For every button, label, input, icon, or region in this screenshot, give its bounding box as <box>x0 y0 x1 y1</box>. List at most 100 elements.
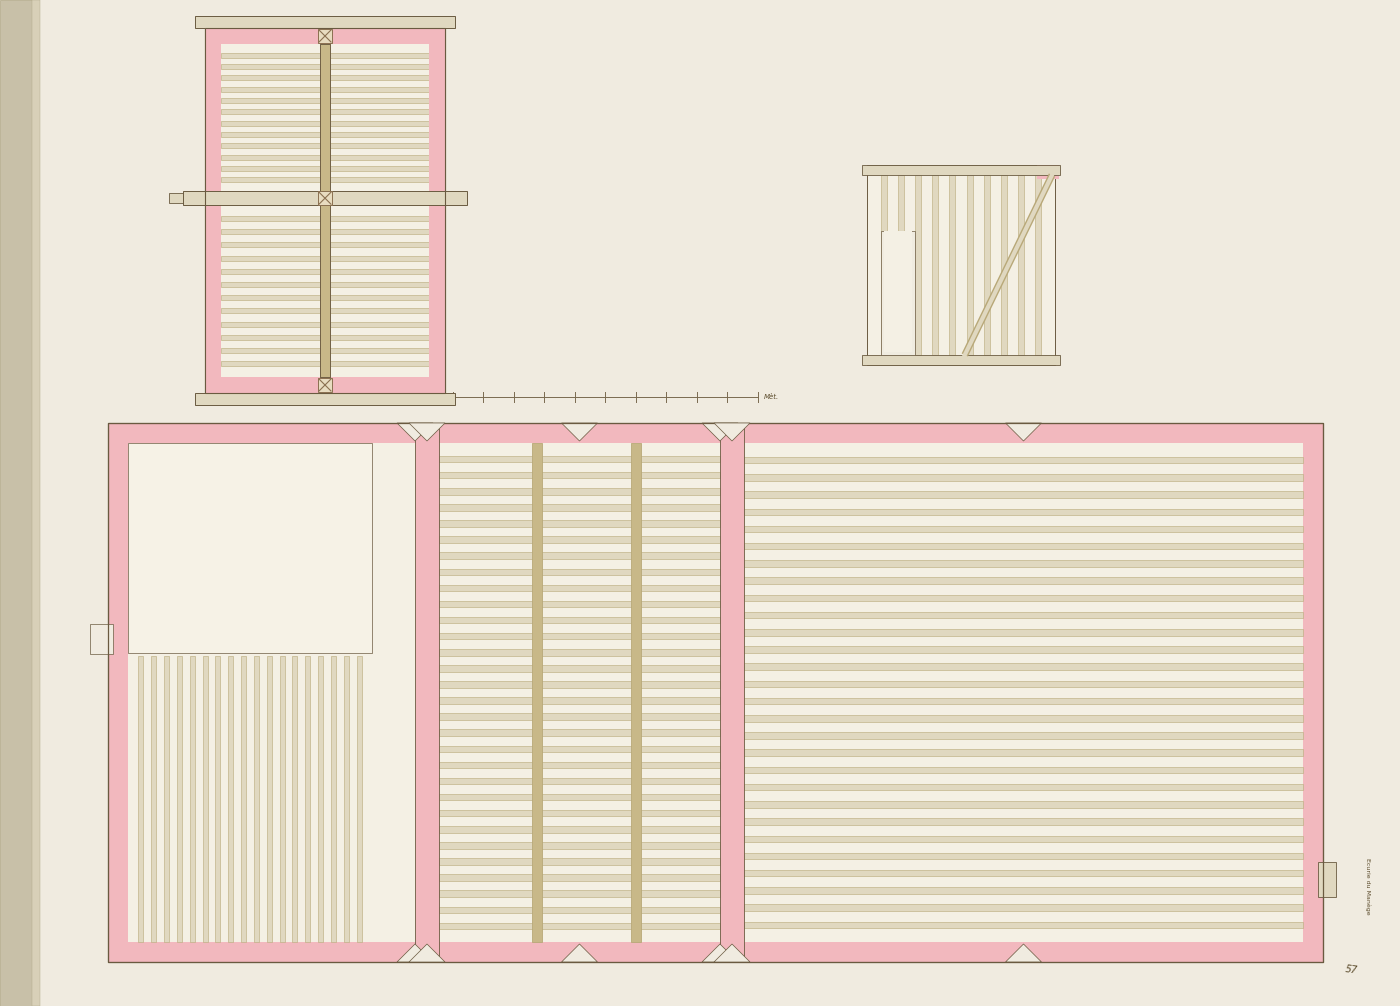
Bar <box>743 663 1303 670</box>
Bar <box>862 355 1060 365</box>
Bar <box>899 175 904 355</box>
Text: Ecurie du Manège: Ecurie du Manège <box>1365 858 1371 914</box>
Bar <box>139 656 143 942</box>
Bar <box>221 132 428 137</box>
Bar <box>440 649 720 656</box>
Bar <box>440 745 720 752</box>
Bar <box>743 870 1303 876</box>
Bar <box>743 560 1303 566</box>
Bar <box>932 175 938 355</box>
Bar <box>440 874 720 881</box>
Bar <box>221 99 428 103</box>
Bar <box>221 177 428 182</box>
Bar <box>253 656 259 942</box>
Bar <box>318 191 332 205</box>
Bar <box>221 166 428 171</box>
Bar <box>440 858 720 865</box>
Bar <box>321 44 330 377</box>
Bar <box>440 601 720 608</box>
Bar <box>127 656 372 942</box>
Bar <box>195 393 455 405</box>
Bar <box>318 656 323 942</box>
Bar <box>440 697 720 704</box>
Bar <box>743 732 1303 738</box>
Bar <box>630 443 641 942</box>
Bar <box>743 526 1303 532</box>
Bar <box>1001 175 1007 355</box>
Bar <box>1317 862 1336 897</box>
Bar <box>966 175 973 355</box>
Bar <box>743 749 1303 756</box>
Bar <box>440 536 720 543</box>
Bar <box>440 778 720 785</box>
Bar <box>743 681 1303 687</box>
Bar <box>228 656 234 942</box>
Bar <box>1037 165 1058 179</box>
Polygon shape <box>1005 423 1042 441</box>
Bar <box>221 64 428 69</box>
Polygon shape <box>398 423 433 441</box>
Bar <box>204 28 445 393</box>
Bar <box>0 0 35 1006</box>
Bar <box>32 0 41 1006</box>
Bar <box>440 617 720 624</box>
Bar <box>440 681 720 688</box>
Polygon shape <box>701 423 738 441</box>
Bar <box>440 729 720 736</box>
Bar <box>221 205 428 377</box>
Bar <box>720 423 743 962</box>
Bar <box>221 229 428 234</box>
Polygon shape <box>561 423 598 441</box>
Bar <box>321 44 330 377</box>
Bar <box>203 656 207 942</box>
Bar <box>743 853 1303 859</box>
Bar <box>883 231 913 352</box>
Bar <box>440 504 720 511</box>
Bar <box>867 165 1056 365</box>
Bar <box>183 191 468 205</box>
Bar <box>532 443 542 942</box>
Bar <box>743 457 1303 464</box>
Bar <box>267 656 272 942</box>
Bar <box>743 577 1303 583</box>
Bar <box>108 423 1323 962</box>
Bar <box>108 423 1323 962</box>
Bar <box>743 543 1303 549</box>
Bar <box>221 155 428 160</box>
Bar <box>440 443 720 942</box>
Bar <box>221 87 428 92</box>
Bar <box>743 698 1303 704</box>
Bar <box>949 175 955 355</box>
Bar <box>743 801 1303 808</box>
Bar <box>414 423 440 962</box>
Bar <box>221 110 428 115</box>
Bar <box>318 378 332 392</box>
Bar <box>221 75 428 80</box>
Bar <box>189 656 195 942</box>
Polygon shape <box>714 944 750 962</box>
Bar <box>743 921 1303 929</box>
Bar <box>127 443 372 653</box>
Bar <box>169 193 204 203</box>
Bar <box>221 44 428 377</box>
Polygon shape <box>398 944 433 962</box>
Bar <box>440 713 720 720</box>
Bar <box>743 715 1303 721</box>
Bar <box>151 656 157 942</box>
Bar <box>743 474 1303 481</box>
Polygon shape <box>701 944 738 962</box>
Bar <box>221 44 428 191</box>
Polygon shape <box>714 423 750 441</box>
Bar <box>440 456 720 463</box>
Bar <box>318 29 332 43</box>
Bar <box>221 322 428 327</box>
Bar <box>440 842 720 849</box>
Bar <box>743 629 1303 636</box>
Bar <box>440 472 720 479</box>
Bar <box>881 175 888 355</box>
Bar <box>440 762 720 769</box>
Bar <box>195 16 455 28</box>
Bar <box>440 488 720 495</box>
Bar <box>204 28 445 44</box>
Bar <box>743 509 1303 515</box>
